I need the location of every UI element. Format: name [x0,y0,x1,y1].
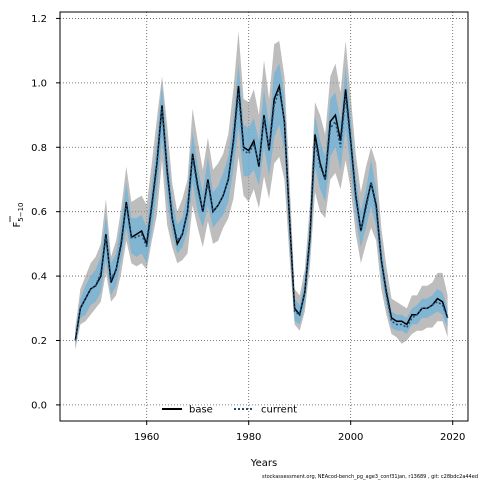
footer-text: stockassessment.org, NEAcod-bench_pg_age… [262,474,478,480]
y-tick-label: 0.2 [31,336,47,347]
x-axis-ticks: 1960 1980 2000 2020 [134,421,465,443]
y-tick-label: 1.2 [31,14,47,25]
svg-text:F5−10: F5−10 [12,203,25,228]
y-tick-label: 1.0 [31,78,47,89]
series-lines [74,83,449,341]
y-axis-ticks: 0.0 0.2 0.4 0.6 0.8 1.0 1.2 [31,14,60,411]
x-tick-label: 1980 [236,432,261,443]
legend-label-base: base [189,405,213,416]
y-tick-label: 0.4 [31,272,47,283]
x-axis-title: Years [250,458,277,469]
legend-label-current: current [261,405,297,416]
y-tick-label: 0.6 [31,207,47,218]
series-line-current [74,89,449,341]
confidence-band-base [75,31,448,351]
y-tick-label: 0.0 [31,400,47,411]
plot-frame [59,11,469,422]
x-tick-label: 2000 [338,432,363,443]
y-axis-title: F5−10 [9,203,25,228]
x-tick-label: 1960 [134,432,159,443]
y-axis-title-sub: 5−10 [17,203,25,222]
y-tick-label: 0.8 [31,143,47,154]
y-axis-title-main: F [12,222,23,228]
legend: base current [162,405,297,416]
x-tick-label: 2020 [440,432,465,443]
